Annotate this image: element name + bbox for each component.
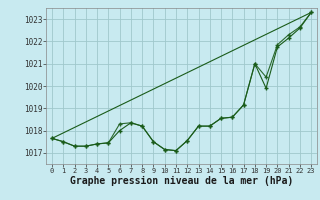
- X-axis label: Graphe pression niveau de la mer (hPa): Graphe pression niveau de la mer (hPa): [70, 176, 293, 186]
